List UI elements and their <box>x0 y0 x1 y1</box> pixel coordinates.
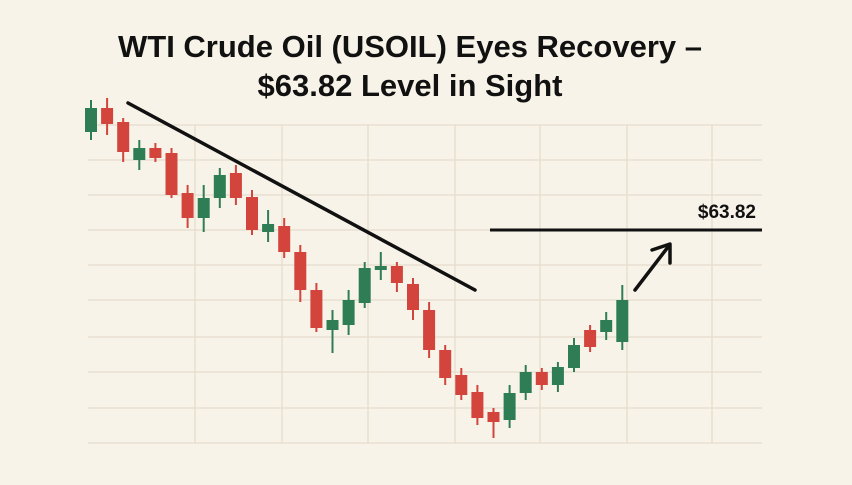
candle-body <box>165 153 178 195</box>
candle-body <box>213 175 226 198</box>
candle-body <box>294 252 307 290</box>
candle-body <box>503 393 516 420</box>
candle-body <box>390 266 403 283</box>
candle-body <box>519 372 532 393</box>
candle-body <box>600 320 613 332</box>
candle-body <box>246 197 258 230</box>
chart-title: $63.82 Level in Sight <box>258 68 563 103</box>
candle-body <box>616 300 629 342</box>
candle-body <box>197 198 210 218</box>
candle-body <box>278 226 291 252</box>
candle-body <box>85 108 97 132</box>
candle-body <box>342 300 355 325</box>
candle-body <box>423 310 436 350</box>
candle-body <box>133 148 146 160</box>
candle-body <box>229 173 242 198</box>
arrow-head <box>650 242 672 265</box>
arrow <box>633 245 670 292</box>
chart-title: WTI Crude Oil (USOIL) Eyes Recovery – <box>118 29 702 64</box>
candle-body <box>374 266 387 270</box>
candle-body <box>149 148 162 158</box>
candle-body <box>551 367 564 385</box>
level-label: $63.82 <box>698 202 756 223</box>
candle-body <box>310 290 323 328</box>
candle-body <box>439 350 452 378</box>
candle-body <box>568 345 580 368</box>
candle-body <box>455 375 468 395</box>
candle-body <box>262 224 275 232</box>
candle-body <box>487 412 500 422</box>
candle-body <box>471 392 484 418</box>
candle-body <box>101 108 114 124</box>
trend-line <box>126 101 477 292</box>
grid <box>88 124 762 444</box>
candle-body <box>584 330 597 347</box>
candle-body <box>407 284 419 310</box>
candle-body <box>326 320 339 330</box>
candle-body <box>358 268 371 303</box>
candle-body <box>181 193 194 218</box>
candle-body <box>117 122 130 152</box>
candle-body <box>535 372 548 385</box>
